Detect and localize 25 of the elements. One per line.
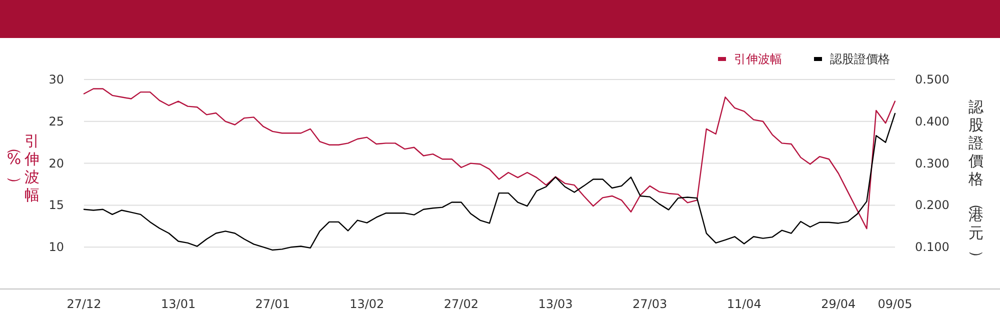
y-tick-label: 30	[48, 72, 64, 86]
x-tick-label: 09/05	[878, 297, 912, 311]
x-tick-label: 29/04	[821, 297, 856, 311]
y2-tick-label: 0.300	[915, 156, 950, 170]
x-tick-label: 13/02	[350, 297, 384, 311]
y-tick-label: 25	[48, 114, 64, 128]
x-tick-label: 13/01	[161, 297, 196, 311]
y-tick-label: 20	[48, 156, 64, 170]
legend-label: 認股證價格	[830, 52, 890, 66]
x-tick-label: 27/02	[444, 297, 479, 311]
x-tick-label: 11/04	[726, 297, 762, 311]
line-series	[83, 112, 896, 251]
x-tick-label: 27/01	[255, 297, 290, 311]
y2-tick-label: 0.400	[915, 114, 950, 128]
x-tick-label: 27/03	[632, 297, 668, 311]
y2-tick-label: 0.500	[915, 72, 950, 86]
x-tick-label: 27/12	[66, 297, 102, 311]
y-tick-label: 10	[48, 240, 64, 254]
y-tick-label: 15	[48, 198, 64, 212]
text: 認股證價格（港元）	[968, 98, 986, 265]
x-tick-label: 13/03	[538, 297, 573, 311]
y2-tick-label: 0.200	[915, 198, 950, 212]
y2-tick-label: 0.100	[915, 240, 950, 254]
legend-label: 引伸波幅	[734, 52, 782, 66]
line-series	[83, 88, 896, 230]
